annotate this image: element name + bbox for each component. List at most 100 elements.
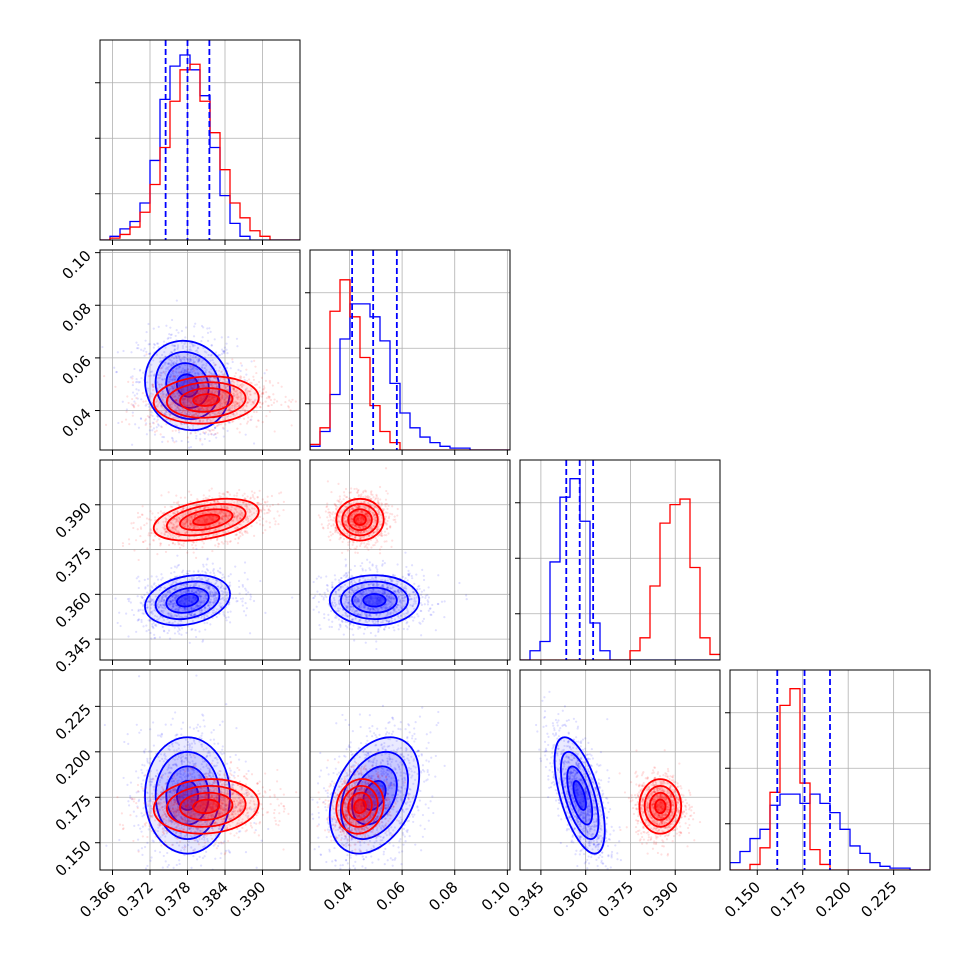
sample-point: [132, 521, 135, 524]
sample-point: [174, 395, 177, 398]
sample-point: [153, 373, 156, 376]
sample-point: [135, 577, 138, 580]
sample-point: [224, 587, 227, 591]
sample-point: [268, 379, 271, 383]
sample-point: [227, 415, 230, 418]
sample-point: [235, 533, 238, 536]
sample-point: [170, 615, 173, 618]
sample-point: [236, 542, 240, 545]
sample-point: [209, 372, 212, 375]
sample-point: [236, 401, 239, 405]
sample-point: [163, 412, 166, 415]
sample-point: [203, 396, 207, 399]
sample-point: [226, 352, 229, 355]
sample-point: [177, 367, 180, 370]
sample-point: [181, 383, 184, 386]
sample-point: [176, 414, 179, 417]
sample-point: [144, 400, 147, 403]
sample-point: [194, 380, 197, 383]
sample-point: [353, 639, 356, 642]
sample-point: [137, 618, 140, 622]
sample-point: [237, 405, 240, 408]
sample-point: [199, 397, 202, 401]
sample-point: [168, 412, 171, 416]
sample-point: [214, 377, 217, 380]
sample-point: [186, 395, 189, 398]
sample-point: [191, 543, 194, 547]
sample-point: [148, 352, 152, 355]
sample-point: [181, 627, 184, 630]
sample-point: [235, 405, 238, 408]
sample-point: [207, 398, 210, 401]
sample-point: [189, 360, 193, 363]
sample-point: [181, 345, 185, 348]
sample-point: [219, 606, 222, 609]
sample-point: [205, 390, 208, 393]
sample-point: [249, 398, 252, 401]
sample-point: [155, 342, 159, 345]
sample-point: [206, 615, 209, 618]
sample-point: [101, 345, 104, 349]
sample-point: [197, 409, 200, 412]
sample-point: [207, 399, 210, 402]
sample-point: [180, 369, 184, 372]
sample-point: [188, 388, 191, 391]
sample-point: [175, 615, 179, 618]
sample-point: [194, 378, 197, 382]
sample-point: [168, 362, 171, 365]
sample-point: [208, 398, 211, 401]
sample-point: [189, 396, 192, 400]
sample-point: [172, 416, 175, 420]
sample-point: [221, 410, 224, 414]
sample-point: [273, 398, 276, 401]
sample-point: [130, 522, 133, 525]
sample-point: [160, 411, 164, 414]
sample-point: [178, 410, 181, 413]
sample-point: [164, 361, 167, 364]
sample-point: [173, 375, 176, 378]
sample-point: [223, 392, 227, 395]
sample-point: [215, 596, 218, 600]
sample-point: [180, 329, 184, 333]
sample-point: [254, 383, 257, 387]
sample-point: [244, 614, 248, 617]
sample-point: [192, 369, 196, 372]
sample-point: [171, 505, 174, 508]
sample-point: [179, 607, 182, 610]
sample-point: [160, 573, 163, 576]
sample-point: [179, 408, 182, 411]
sample-point: [177, 354, 180, 357]
sample-point: [139, 417, 143, 420]
sample-point: [201, 540, 204, 543]
sample-point: [175, 398, 178, 401]
sample-point: [198, 594, 201, 597]
sample-point: [239, 377, 242, 380]
sample-point: [137, 381, 140, 384]
sample-point: [202, 395, 205, 398]
sample-point: [245, 402, 248, 405]
sample-point: [175, 357, 178, 360]
sample-point: [151, 383, 155, 387]
sample-point: [179, 359, 182, 362]
sample-point: [173, 387, 176, 390]
sample-point: [175, 494, 178, 497]
sample-point: [185, 394, 188, 397]
sample-point: [178, 431, 181, 434]
sample-point: [397, 628, 400, 631]
sample-point: [250, 525, 253, 528]
sample-point: [133, 367, 136, 371]
sample-point: [199, 590, 202, 593]
sample-point: [115, 370, 118, 374]
sample-point: [198, 366, 201, 369]
sample-point: [198, 419, 202, 423]
sample-point: [204, 576, 207, 579]
sample-point: [227, 575, 230, 578]
sample-point: [239, 597, 243, 600]
sample-point: [244, 529, 247, 533]
sample-point: [208, 489, 211, 492]
sample-point: [190, 419, 193, 422]
sample-point: [168, 365, 171, 368]
sample-point: [253, 392, 256, 395]
sample-point: [183, 369, 186, 372]
sample-point: [196, 604, 200, 607]
